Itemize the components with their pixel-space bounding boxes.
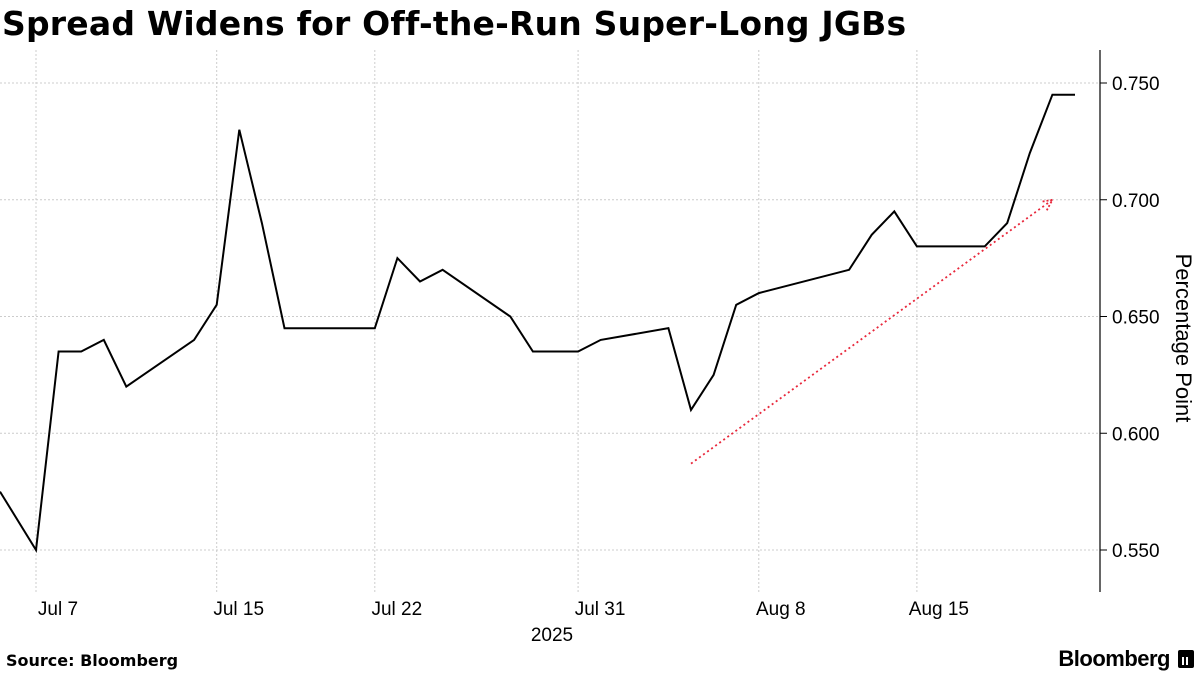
x-tick-label: Aug 15	[909, 599, 969, 620]
x-tick-label: Jul 15	[213, 599, 264, 620]
bloomberg-logo: Bloomberg	[1058, 646, 1170, 671]
series-line	[0, 93, 1075, 553]
series-layer	[0, 93, 1075, 553]
chart-title: Spread Widens for Off-the-Run Super-Long…	[2, 4, 907, 43]
y-tick-label: 0.750	[1112, 74, 1160, 95]
annotation-layer	[690, 198, 1055, 465]
year-label: 2025	[531, 625, 573, 646]
trend-arrow-head	[1040, 198, 1055, 211]
y-axis: 0.550 0.600 0.650 0.700 0.750	[1099, 50, 1160, 592]
y-axis-label: Percentage Point	[1171, 254, 1196, 423]
gridlines	[0, 50, 1100, 592]
source-note: Source: Bloomberg	[6, 651, 179, 670]
x-tick-label: Jul 31	[575, 599, 626, 620]
trend-arrow-line	[690, 199, 1053, 465]
x-tick-label: Jul 22	[371, 599, 422, 620]
y-tick-label: 0.650	[1112, 308, 1160, 329]
x-tick-label: Aug 8	[756, 599, 806, 620]
bloomberg-chart-icon	[1178, 650, 1194, 668]
x-tick-label: Jul 7	[38, 599, 78, 620]
y-tick-label: 0.550	[1112, 541, 1160, 562]
x-axis: Jul 7 Jul 15 Jul 22 Jul 31 Aug 8 Aug 15	[38, 599, 969, 620]
y-tick-label: 0.700	[1112, 191, 1160, 212]
y-tick-label: 0.600	[1112, 424, 1160, 445]
